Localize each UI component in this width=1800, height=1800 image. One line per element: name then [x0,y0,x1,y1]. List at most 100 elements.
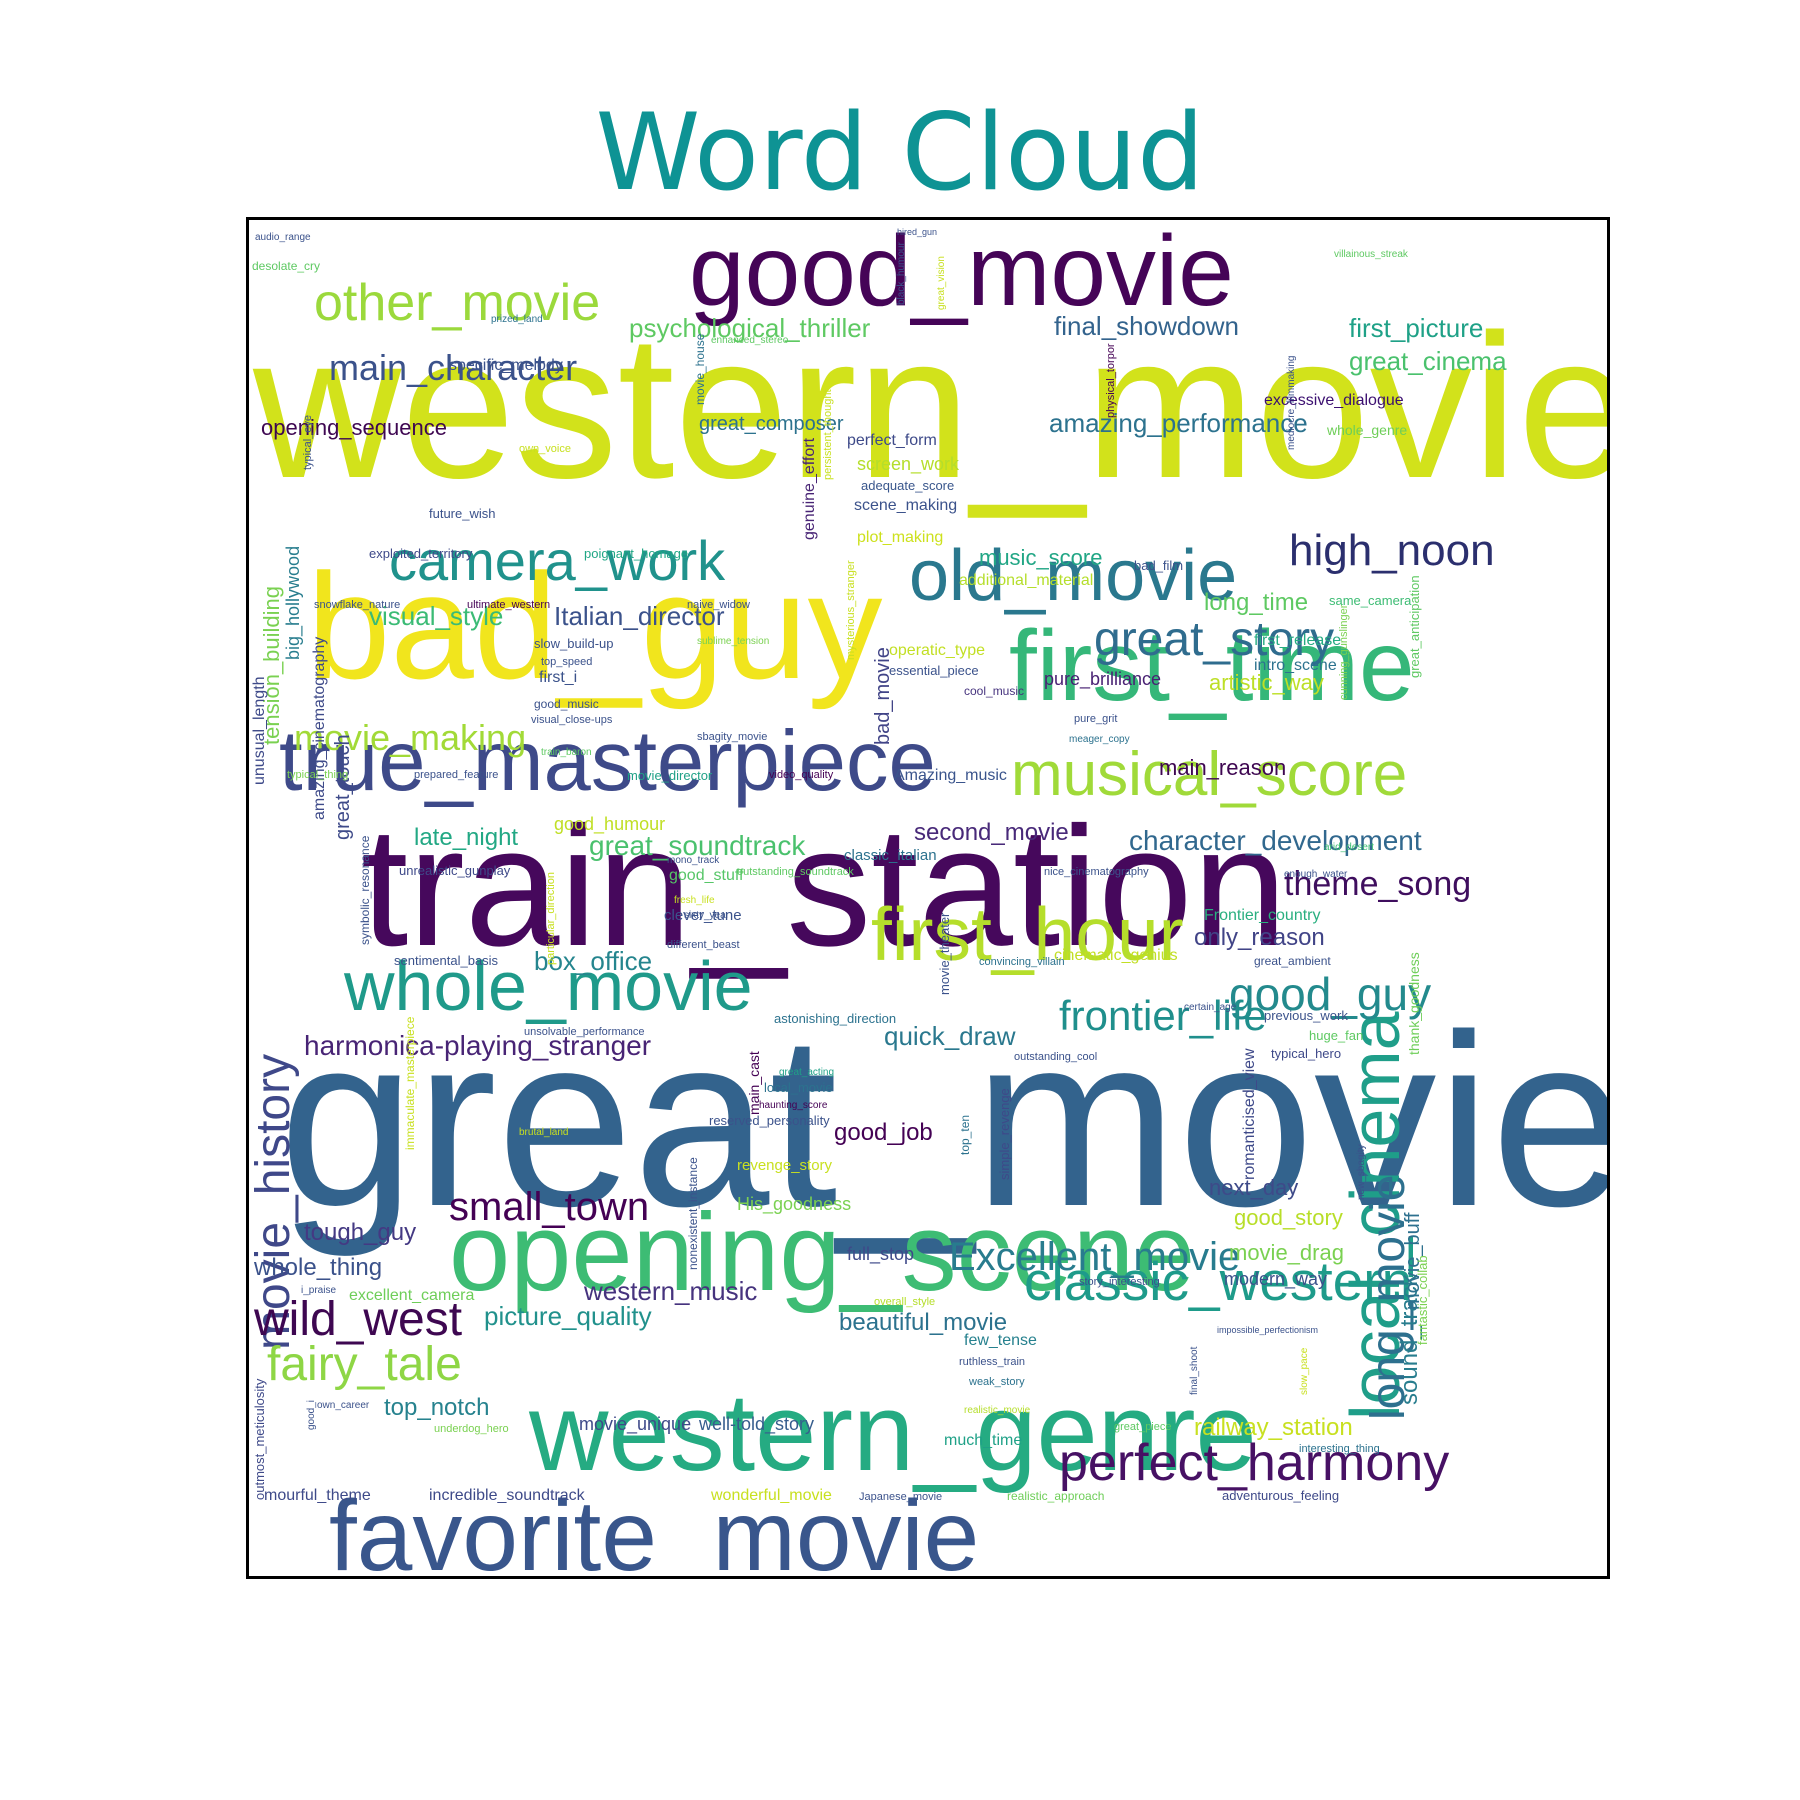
word-great-vision: great_vision [936,256,947,310]
word-cinematic-genius: cinematic_genius [1054,947,1178,964]
word-tension-building: tension_building [259,586,284,745]
word-train-baron: train_baron [541,747,592,758]
word-good-job: good_job [834,1119,933,1146]
word-movie-drag: movie_drag [1229,1240,1344,1265]
word-quick-draw: quick_draw [884,1021,1016,1051]
word-top-speed: top_speed [541,656,592,668]
word-genuine-effort: genuine_effort [801,437,818,540]
word-classic-italian: classic_italian [844,847,937,864]
word-first-release: first_release [1254,632,1341,649]
word-great-cinema: great_cinema [1349,346,1507,376]
word-own-career: own_career [317,1400,370,1411]
word-mono-track: mono_track [667,855,720,866]
word-good-story: good_story [1234,1205,1343,1230]
word-unusual-length: unusual_length [251,676,268,785]
word-top-notch: top_notch [384,1394,489,1421]
word-final-shoot: final_shoot [1189,1346,1200,1395]
word-great-movie: great_movie [279,983,1607,1257]
word-great-piece: great_piece [1114,1421,1172,1433]
word-small-town: small_town [449,1185,649,1229]
word-picture-quality: picture_quality [484,1301,652,1331]
word-italian-director: Italian_director [554,601,725,631]
word-video-quality: video_quality [769,769,834,781]
chart-title: Word Cloud [595,91,1205,214]
word-nonexistent-instance: nonexistent_instance [686,1157,700,1270]
word-sixty-year: sixty_year [684,910,730,921]
word-certain-age: certain_age [1184,1002,1237,1013]
word-additional-material: additional_material [959,572,1093,589]
word-sublime-tension: sublime_tension [697,636,769,647]
word-romanticised-view: romanticised_view [1241,1048,1258,1180]
word-full-stop: full_stop [847,1244,914,1265]
word-whole-movie: whole_movie [343,947,753,1025]
word-own-voice: own_voice [519,443,571,455]
word-good-stuff: good_stuff [669,867,744,884]
word-mysterious-stranger: mysterious_stranger [845,560,857,660]
word-impossible-perfectionism: impossible_perfectionism [1217,1325,1318,1335]
word-classic-western: classic_western [1024,1250,1412,1312]
word-character-development: character_development [1129,825,1422,856]
word-movie-house: movie_house [693,333,707,405]
word-interesting-thing: interesting_thing [1299,1443,1380,1455]
word-revenge-story: revenge_story [737,1157,833,1174]
word-wild-west: wild_west [253,1293,462,1346]
word-story-interesting: story_interesting [1079,1276,1160,1288]
word-nice-cinematography: nice_cinematography [1044,866,1149,878]
word-outstanding-cool: outstanding_cool [1014,1051,1097,1063]
word-convincing-villain: convincing_villain [979,956,1065,968]
word-enhanced-stereo: enhanced_stereo [711,335,789,346]
word-naive-widow: naive_widow [687,599,750,611]
word-tough-guy: tough_guy [304,1219,416,1246]
word-box-office: box_office [534,946,652,976]
word-psychological-thriller: psychological_thriller [629,313,871,343]
word-whole-genre: whole_genre [1326,422,1407,438]
word-great-composer: great_composer [699,413,844,435]
word-mourful-theme: mourful_theme [264,1487,371,1504]
word-cloud-frame: great_movie western_movie train_station bad… [246,217,1610,1579]
word-pure-brilliance: pure_brilliance [1044,669,1161,690]
word-fairy-tale: fairy_tale [267,1338,462,1391]
word-movie-unique: movie_unique [579,1414,691,1435]
word-persistent-thought: persistent_thought [822,389,834,480]
word-movie-making: movie_making [294,717,526,758]
word-great-story: great_story [1094,613,1334,666]
word-typical-thing: typical_thing [287,769,348,781]
word-good-humour: good_humour [554,814,665,835]
word-good-i: good_i [306,1400,317,1430]
word-musical-score: musical_score [1011,740,1407,809]
word-second-movie: second_movie [914,819,1069,846]
word-hired-gun: hired_gun [897,227,937,237]
word-reserved-personality: reserved_personality [709,1113,830,1128]
word-ultimate-western: ultimate_western [467,599,550,611]
word-favorite-movie: favorite_movie [329,1480,979,1576]
word-huge-fan: huge_fan [1309,1028,1363,1043]
word-long-time: long_time [1204,589,1308,616]
word-excellent-camera: excellent_camera [349,1287,475,1304]
word-only-reason: only_reason [1194,924,1325,951]
word-japanese-movie: Japanese_movie [859,1491,942,1503]
word-great-acting: great_acting [779,1067,834,1078]
word-his-goodness: His_goodness [737,1194,851,1215]
word-audio-range: audio_range [255,232,311,243]
word-beautiful-movie: beautiful_movie [839,1309,1007,1336]
word-overall-style: overall_style [874,1296,935,1308]
word-opening-scene: opening_scene [449,1191,1195,1314]
word-theme-song: theme_song [1284,865,1471,903]
word-frontier-country: Frontier_country [1204,907,1321,924]
word-good-guy: good_guy [1229,968,1431,1020]
word-great-anticipation: great_anticipation [1407,575,1422,678]
word-fantastic-collab: fantastic_collab [1415,1255,1430,1345]
word-next-day: next_day [1209,1175,1298,1200]
word-slow-build-up: slow_build-up [534,636,614,651]
word-amazing-performance: amazing_performance [1049,408,1308,438]
word-great-touch: great_touch [332,734,354,840]
word-well-told-story: well-told_story [698,1414,814,1435]
word-specific-melody: specific_melody [449,357,563,374]
word-long-movie: long_movie [1362,1175,1415,1420]
word-ruthless-train: ruthless_train [959,1356,1025,1368]
word-adventurous-feeling: adventurous_feeling [1222,1488,1339,1503]
word-good-movie: good_movie [689,220,1234,327]
word-old-movie: old_movie [909,536,1237,616]
word-cloud: great_movie western_movie train_station bad… [249,220,1607,1576]
word-prepared-feature: prepared_feature [414,769,498,781]
